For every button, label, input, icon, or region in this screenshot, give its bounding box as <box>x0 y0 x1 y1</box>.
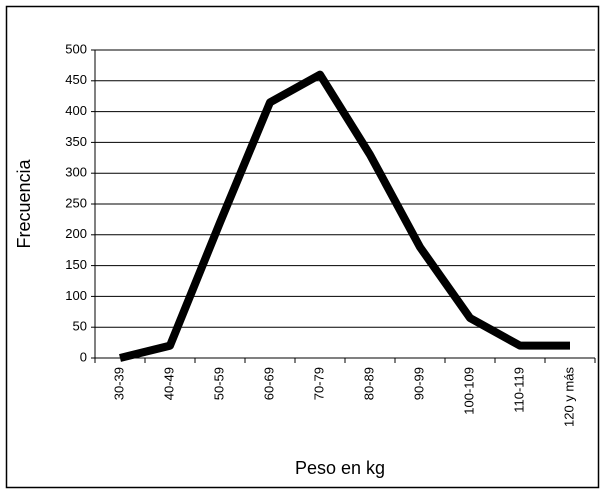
y-tick-label: 300 <box>65 165 87 180</box>
x-tick-label: 60-69 <box>261 367 276 400</box>
data-line <box>119 70 570 362</box>
y-tick-label: 100 <box>65 288 87 303</box>
y-tick-label: 200 <box>65 226 87 241</box>
y-tick-label: 350 <box>65 134 87 149</box>
x-tick-label: 100-109 <box>461 367 476 415</box>
y-tick-label: 500 <box>65 41 87 56</box>
y-tick-label: 0 <box>80 349 87 364</box>
x-axis-title: Peso en kg <box>295 458 385 478</box>
x-tick-label: 80-89 <box>361 367 376 400</box>
x-tick-label: 90-99 <box>411 367 426 400</box>
x-tick-label: 40-49 <box>161 367 176 400</box>
x-tick-label: 50-59 <box>211 367 226 400</box>
y-tick-label: 400 <box>65 103 87 118</box>
x-tick-label: 120 y más <box>561 367 576 427</box>
y-tick-label: 50 <box>73 319 87 334</box>
x-tick-label: 70-79 <box>311 367 326 400</box>
y-tick-label: 150 <box>65 257 87 272</box>
y-axis-title: Frecuencia <box>14 158 34 248</box>
y-tick-label: 450 <box>65 72 87 87</box>
y-tick-label: 250 <box>65 195 87 210</box>
x-tick-label: 30-39 <box>111 367 126 400</box>
x-tick-label: 110-119 <box>511 367 526 413</box>
